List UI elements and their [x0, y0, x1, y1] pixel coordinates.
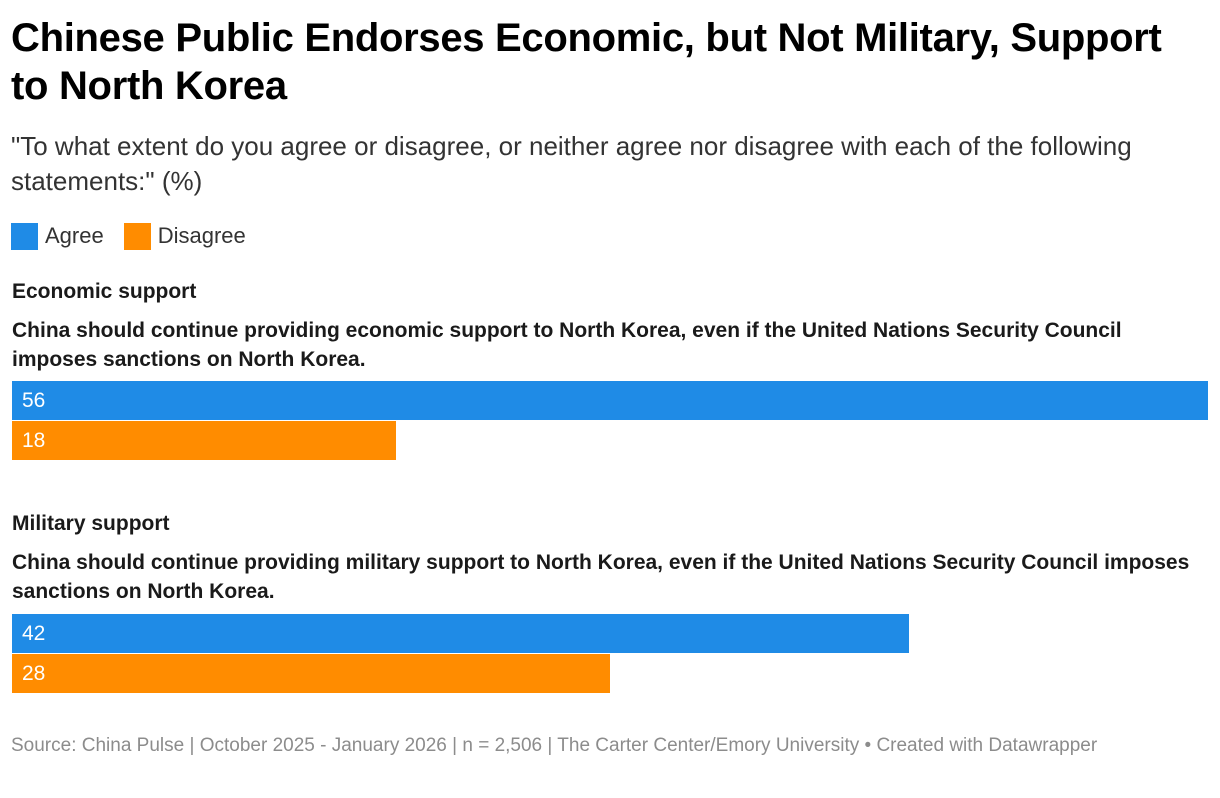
- chart-subtitle: "To what extent do you agree or disagree…: [11, 131, 1132, 196]
- bar-value-military-disagree: 28: [22, 661, 46, 685]
- question-military: China should continue providing military…: [12, 551, 1190, 603]
- bar-value-military-agree: 42: [22, 621, 46, 645]
- legend-label-agree: Agree: [45, 223, 104, 248]
- bar-economic-agree: 56: [12, 381, 1208, 420]
- legend-item-disagree: Disagree: [123, 222, 246, 250]
- legend-label-disagree: Disagree: [157, 223, 246, 248]
- bar-military-disagree: 28: [12, 654, 610, 693]
- source-footer: Source: China Pulse | October 2025 - Jan…: [11, 735, 1098, 756]
- group-title-economic: Economic support: [12, 280, 197, 303]
- legend: Agree Disagree: [11, 222, 266, 250]
- bar-value-economic-disagree: 18: [22, 428, 46, 452]
- bar-value-economic-agree: 56: [22, 388, 46, 412]
- group-title-military: Military support: [12, 512, 170, 535]
- legend-swatch-agree: [11, 222, 38, 250]
- legend-item-agree: Agree: [11, 222, 104, 250]
- bar-economic-disagree: 18: [12, 421, 397, 460]
- question-economic: China should continue providing economic…: [12, 319, 1122, 371]
- legend-swatch-disagree: [123, 222, 151, 250]
- bar-military-agree: 42: [12, 614, 909, 653]
- chart-title: Chinese Public Endorses Economic, but No…: [11, 16, 1162, 108]
